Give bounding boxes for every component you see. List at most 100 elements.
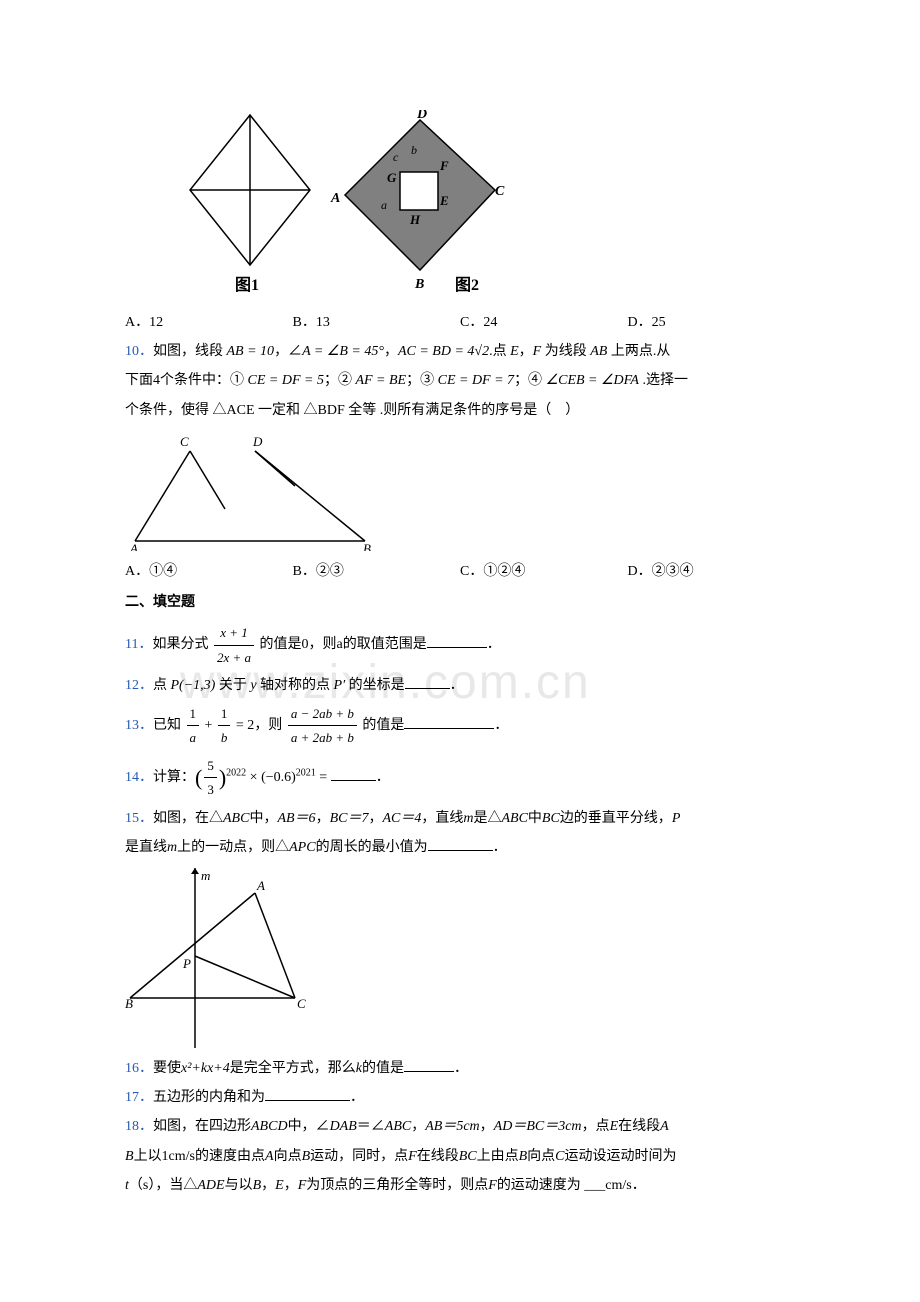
q15-abc2: ABC bbox=[501, 811, 527, 826]
q9-option-a: A．12 bbox=[125, 310, 293, 335]
q11-text2: 的值是0，则a的取值范围是 bbox=[256, 637, 427, 652]
q9-figures: 图1 D C B A F E G H a b c 图2 bbox=[175, 110, 795, 300]
q14-line: 14．计算：(53)2022 × (−0.6)2021 = ． bbox=[125, 754, 795, 802]
q18-text4: ， bbox=[411, 1119, 425, 1134]
q15-text3: ， bbox=[316, 811, 330, 826]
q13-plus: + bbox=[201, 718, 216, 733]
svg-text:c: c bbox=[393, 150, 399, 164]
q18-text3: ＝∠ bbox=[357, 1119, 385, 1134]
svg-text:b: b bbox=[411, 143, 417, 157]
q18-e: E bbox=[610, 1119, 619, 1134]
q10-cond2: AF = BE bbox=[355, 373, 406, 388]
q18-line3g: 的运动速度为 ___cm/s． bbox=[497, 1178, 646, 1193]
q14-times: × bbox=[246, 770, 261, 785]
q11-num: x + 1 bbox=[214, 621, 254, 645]
q13-f3d: a + 2ab + b bbox=[288, 726, 357, 749]
q18-f: F bbox=[408, 1149, 417, 1164]
q14-bd: 3 bbox=[204, 778, 217, 801]
q15-m: m bbox=[463, 811, 473, 826]
q18-line2b: 上以1cm/s的速度由点 bbox=[134, 1149, 265, 1164]
q10-text1: 如图，线段 bbox=[153, 344, 227, 359]
q15-line2b: 上的一动点，则△ bbox=[177, 840, 289, 855]
q10-angle: A = ∠B = 45° bbox=[302, 344, 384, 359]
q18-ab: AB＝5cm bbox=[425, 1119, 479, 1134]
section-2-title: 二、填空题 bbox=[125, 590, 795, 615]
q10-ab2: AB bbox=[590, 344, 607, 359]
q17-text2: ． bbox=[350, 1090, 364, 1105]
svg-text:A: A bbox=[129, 541, 138, 551]
svg-text:图1: 图1 bbox=[235, 276, 259, 294]
q13-frac2: 1b bbox=[218, 702, 231, 750]
q18-line3b: （s），当△ bbox=[129, 1178, 197, 1193]
q10-cond4: ∠CEB = ∠DFA bbox=[546, 373, 639, 388]
q13-frac3: a − 2ab + ba + 2ab + b bbox=[288, 702, 357, 750]
svg-text:C: C bbox=[495, 184, 505, 199]
q15-line2c: 的周长的最小值为 bbox=[316, 840, 428, 855]
q15-line2a: 是直线 bbox=[125, 840, 167, 855]
q18-number: 18． bbox=[125, 1119, 153, 1134]
q10-line2d: ；④ bbox=[514, 373, 546, 388]
svg-text:m: m bbox=[201, 868, 210, 883]
q18-line3f: 为顶点的三角形全等时，则点 bbox=[306, 1178, 488, 1193]
q10-line2e: .选择一 bbox=[639, 373, 688, 388]
q13-text4: ． bbox=[494, 718, 508, 733]
q10-text4: .点 bbox=[489, 344, 510, 359]
q15-bc2: BC bbox=[542, 811, 560, 826]
q16-text3: 的值是 bbox=[362, 1061, 404, 1076]
q9-option-d: D．25 bbox=[628, 310, 796, 335]
q18-a: A bbox=[660, 1119, 669, 1134]
q15-ab: AB＝6 bbox=[277, 811, 315, 826]
q11-text1: 如果分式 bbox=[152, 637, 212, 652]
q18-c: C bbox=[555, 1149, 564, 1164]
q13-f2d: b bbox=[218, 726, 231, 749]
q18-b: B bbox=[302, 1149, 311, 1164]
q12-text1: 点 bbox=[153, 678, 171, 693]
q18-line2d: 运动，同时，点 bbox=[310, 1149, 408, 1164]
svg-text:B: B bbox=[363, 541, 371, 551]
q15-m2: m bbox=[167, 840, 177, 855]
q18-a2: A bbox=[265, 1149, 274, 1164]
q10-svg: A B C D bbox=[125, 431, 385, 551]
q15-ac: AC＝4 bbox=[382, 811, 421, 826]
q12-text5: ． bbox=[450, 678, 464, 693]
q13-f3n: a − 2ab + b bbox=[288, 702, 357, 726]
q15-figure: B C A P m bbox=[125, 868, 795, 1048]
q13-f2n: 1 bbox=[218, 702, 231, 726]
q10-text5: ， bbox=[519, 344, 533, 359]
q12-text3: 轴对称的点 bbox=[257, 678, 334, 693]
q11-blank bbox=[427, 634, 487, 648]
q12-number: 12． bbox=[125, 678, 153, 693]
q12-point: P(−1,3) bbox=[171, 678, 216, 693]
q18-line2h: 运动设运动时间为 bbox=[565, 1149, 677, 1164]
q10-number: 10． bbox=[125, 344, 153, 359]
q14-text1: 计算： bbox=[153, 770, 195, 785]
q10-text7: 上两点.从 bbox=[607, 344, 670, 359]
q10-line2: 下面4个条件中：① CE = DF = 5；② AF = BE；③ CE = D… bbox=[125, 368, 795, 393]
q18-line1: 18．如图，在四边形ABCD中，∠DAB＝∠ABC，AB＝5cm，AD＝BC＝3… bbox=[125, 1114, 795, 1139]
q15-svg: B C A P m bbox=[125, 868, 325, 1048]
q18-line3c: 与以 bbox=[225, 1178, 253, 1193]
q15-text1: 如图，在△ bbox=[153, 811, 223, 826]
q15-abc: ABC bbox=[223, 811, 249, 826]
q10-f: F bbox=[533, 344, 542, 359]
q10-text3: ， bbox=[384, 344, 398, 359]
q10-line2a: 下面4个条件中：① bbox=[125, 373, 248, 388]
q13-text3: 的值是 bbox=[359, 718, 405, 733]
svg-text:H: H bbox=[409, 212, 421, 227]
q15-text2: 中， bbox=[249, 811, 277, 826]
q16-text2: 是完全平方式，那么 bbox=[230, 1061, 356, 1076]
q10-figure: A B C D bbox=[125, 431, 795, 551]
q12-blank bbox=[405, 675, 450, 689]
svg-text:C: C bbox=[180, 434, 189, 449]
q18-text7: 在线段 bbox=[618, 1119, 660, 1134]
q14-exp1: 2022 bbox=[226, 767, 246, 778]
q18-b2: B bbox=[519, 1149, 528, 1164]
q15-line2: 是直线m上的一动点，则△APC的周长的最小值为． bbox=[125, 835, 795, 860]
q11-fraction: x + 12x + a bbox=[214, 621, 254, 669]
q15-blank bbox=[428, 837, 493, 851]
q18-f2: F bbox=[298, 1178, 307, 1193]
q18-line3d: ， bbox=[261, 1178, 275, 1193]
q10-options: A．①④ B．②③ C．①②④ D．②③④ bbox=[125, 559, 795, 584]
q18-line2f: 上由点 bbox=[477, 1149, 519, 1164]
q15-p: P bbox=[672, 811, 681, 826]
